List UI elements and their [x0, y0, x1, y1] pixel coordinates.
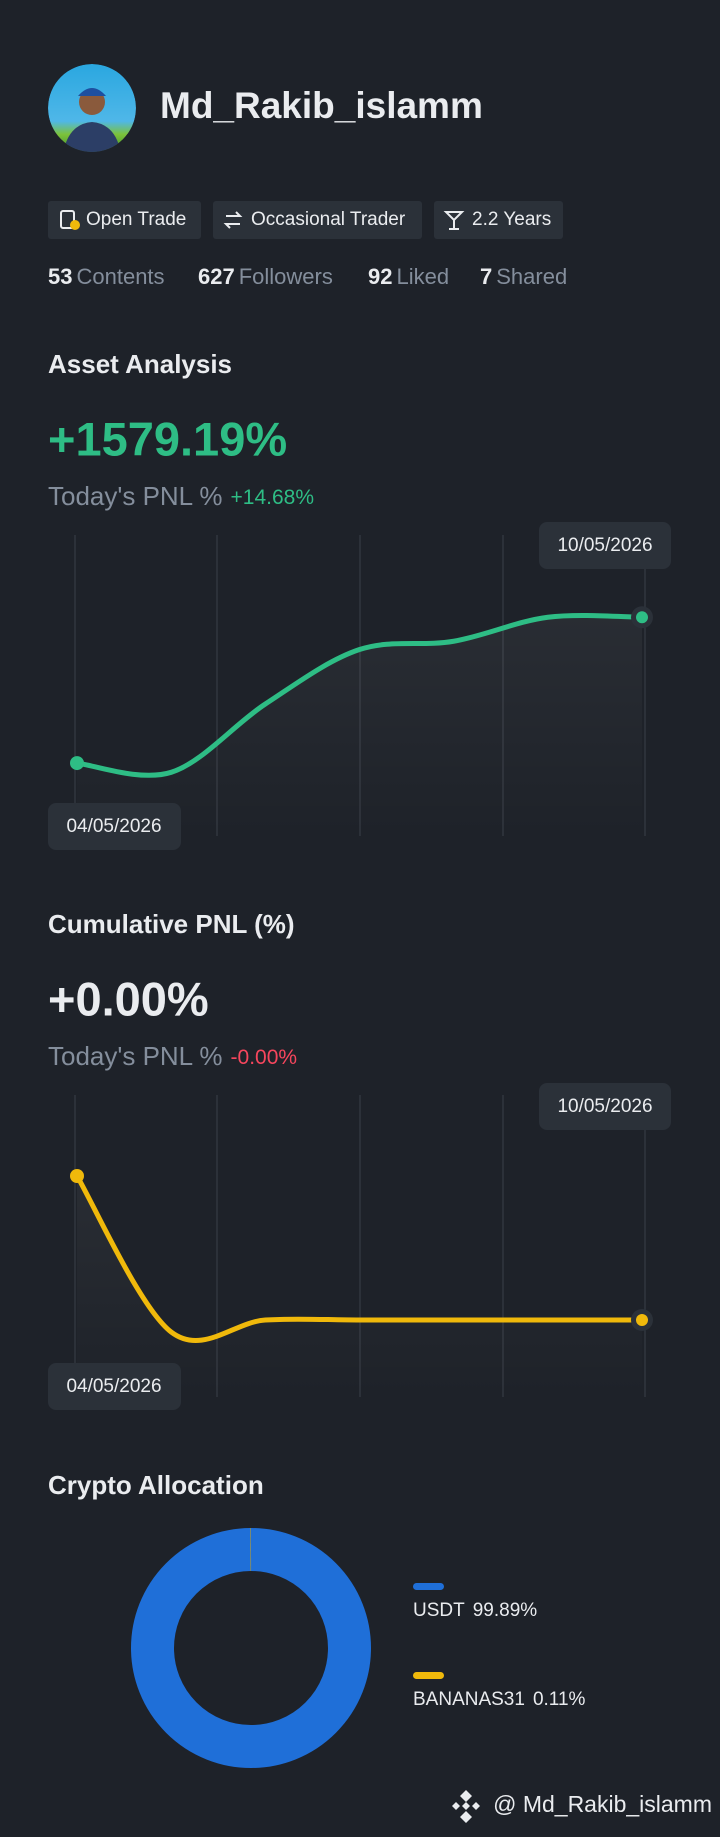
- pnl-row: Today's PNL % +14.68%: [48, 481, 314, 511]
- tag-icon: [70, 220, 80, 230]
- tag: Open Trade: [86, 209, 186, 230]
- stat-value: 627: [198, 264, 235, 289]
- start-date: 04/05/2026: [66, 1376, 161, 1397]
- tag-box: [434, 201, 563, 239]
- section-title: Asset Analysis: [48, 349, 232, 379]
- start-point: [70, 1169, 84, 1183]
- date-tooltip: [539, 522, 671, 569]
- tag: Occasional Trader: [251, 209, 406, 230]
- start-date: 04/05/2026: [66, 816, 161, 837]
- tag-box: [213, 201, 422, 239]
- tag-icon: [223, 211, 243, 229]
- pnl-label: Today's PNL %: [48, 1041, 223, 1071]
- stat-value: 53: [48, 264, 72, 289]
- date-tooltip: [48, 1363, 181, 1410]
- headline-value: +1579.19%: [48, 412, 287, 465]
- stat-label: Contents: [76, 264, 164, 289]
- footer: @ Md_Rakib_islamm: [452, 1790, 712, 1823]
- line-chart: 10/05/2026 04/05/2026: [48, 522, 671, 850]
- end-point: [636, 1314, 648, 1326]
- line-area: [77, 1176, 642, 1397]
- stat-label: Shared: [496, 264, 567, 289]
- section-title: Crypto Allocation: [48, 1470, 264, 1500]
- section-title: Cumulative PNL (%): [48, 909, 295, 939]
- line: [74, 1173, 645, 1344]
- tag: 2.2 Years: [472, 209, 551, 230]
- legend-value: 99.89%: [473, 1600, 538, 1621]
- headline-value: +0.00%: [48, 972, 209, 1025]
- date-tooltip: [48, 803, 181, 850]
- legend-name: USDT: [413, 1600, 465, 1621]
- stats: 53 Contents 627 Followers 92 Liked 7 Shared: [48, 264, 567, 289]
- donut-slice: [131, 1528, 371, 1768]
- line-area: [77, 615, 642, 836]
- legend-name: BANANAS31: [413, 1689, 525, 1710]
- stat-value: 7: [480, 264, 492, 289]
- legend-entry: USDT 99.89%: [413, 1600, 537, 1621]
- tag-icon: [443, 211, 465, 230]
- start-point: [70, 756, 84, 771]
- stat-label: Liked: [396, 264, 449, 289]
- legend-entry: BANANAS31 0.11%: [413, 1689, 586, 1710]
- pnl-value: +14.68%: [231, 486, 315, 509]
- stat: 7 Shared: [480, 264, 567, 289]
- stat: 53 Contents: [48, 264, 165, 289]
- tag-icon: [60, 210, 75, 229]
- tags: Open Trade Occasional Trader 2.2 Years: [48, 201, 563, 239]
- footer-handle: @ Md_Rakib_islamm: [493, 1791, 712, 1817]
- tag-box: [48, 201, 201, 239]
- pnl-row: Today's PNL % -0.00%: [48, 1041, 297, 1071]
- stat-value: 92: [368, 264, 392, 289]
- line-chart: 10/05/2026 04/05/2026: [48, 1083, 671, 1410]
- stat-label: Followers: [239, 264, 333, 289]
- end-date: 10/05/2026: [557, 1096, 652, 1117]
- legend-swatch: [413, 1583, 444, 1590]
- stat: 92 Liked: [368, 264, 449, 289]
- legend-value: 0.11%: [533, 1689, 586, 1710]
- pnl-label: Today's PNL %: [48, 481, 223, 511]
- username: Md_Rakib_islamm: [160, 85, 483, 126]
- end-date: 10/05/2026: [557, 535, 652, 556]
- legend-swatch: [413, 1672, 444, 1679]
- donut-chart: USDT 99.89% BANANAS31 0.11%: [131, 1528, 586, 1768]
- pnl-value: -0.00%: [231, 1046, 298, 1069]
- end-point: [636, 611, 648, 624]
- date-tooltip: [539, 1083, 671, 1130]
- stat: 627 Followers: [198, 264, 333, 289]
- line: [74, 612, 645, 778]
- logo: [452, 1790, 480, 1823]
